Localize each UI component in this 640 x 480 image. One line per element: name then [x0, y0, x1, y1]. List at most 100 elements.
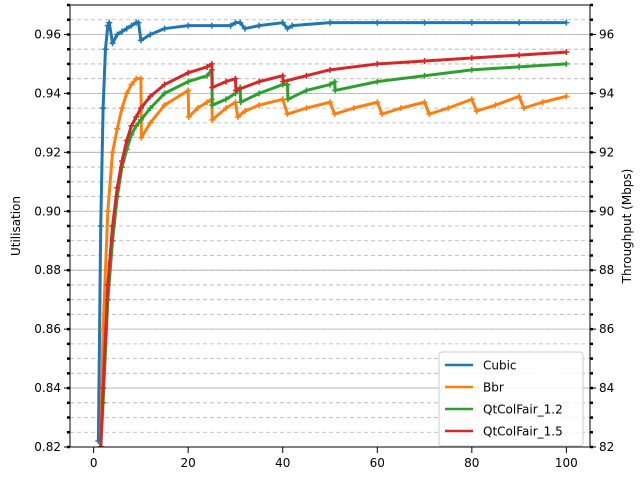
data-point-cubic [161, 25, 168, 32]
data-point-bbr [161, 102, 168, 109]
data-point-bbr [209, 116, 216, 123]
y-tick-label: 0.82 [34, 440, 61, 454]
data-point-bbr [563, 93, 570, 100]
data-point-qtcolfair-1-5 [232, 87, 239, 94]
data-point-bbr [232, 99, 239, 106]
y2-tick-label: 84 [599, 381, 614, 395]
data-point-qtcolfair-1-5 [97, 444, 104, 447]
data-point-cubic [256, 22, 263, 29]
legend-label-bbr: Bbr [483, 381, 504, 395]
series-qtcolfair-1-5 [97, 49, 570, 447]
axis-ticks: 0 20 40 60 80 100 0.82 0.84 0.86 0.88 0.90 0.92 0.94… [34, 3, 614, 470]
data-point-qtcolfair-1-2 [185, 78, 192, 85]
data-point-cubic [102, 46, 109, 53]
data-point-qtcolfair-1-2 [332, 87, 339, 94]
data-point-bbr [128, 81, 135, 88]
data-point-qtcolfair-1-5 [303, 72, 310, 79]
data-point-qtcolfair-1-5 [109, 223, 116, 229]
data-point-qtcolfair-1-5 [279, 72, 286, 79]
data-point-bbr [204, 99, 211, 106]
y2-tick-label: 86 [599, 322, 614, 336]
data-point-bbr [147, 119, 154, 126]
data-point-cubic [327, 19, 333, 26]
y-tick-label: 0.88 [34, 263, 61, 277]
data-point-bbr [137, 75, 144, 82]
data-point-bbr [194, 105, 201, 112]
data-point-bbr [331, 111, 338, 118]
data-point-cubic [100, 105, 107, 112]
data-point-cubic [114, 31, 121, 38]
data-point-bbr [516, 93, 523, 100]
data-point-qtcolfair-1-5 [209, 84, 216, 91]
series-cubic [95, 19, 570, 445]
data-point-qtcolfair-1-5 [204, 63, 211, 70]
data-point-qtcolfair-1-5 [100, 385, 107, 392]
data-point-cubic [563, 19, 570, 26]
y2-tick-label: 88 [599, 263, 614, 277]
data-point-cubic [289, 22, 296, 29]
data-point-qtcolfair-1-2 [147, 105, 154, 112]
data-point-qtcolfair-1-2 [374, 78, 381, 85]
data-point-qtcolfair-1-5 [468, 55, 475, 62]
data-point-bbr [119, 105, 125, 112]
data-point-bbr [185, 113, 192, 120]
data-point-qtcolfair-1-2 [563, 60, 570, 67]
data-point-qtcolfair-1-5 [185, 69, 192, 76]
data-point-cubic [241, 25, 248, 32]
y-tick-label: 0.96 [34, 27, 61, 41]
data-point-bbr [421, 99, 428, 106]
x-tick-label: 0 [90, 456, 98, 470]
data-point-bbr [374, 99, 381, 106]
data-point-bbr [138, 134, 145, 141]
data-point-qtcolfair-1-2 [303, 87, 310, 94]
data-point-qtcolfair-1-2 [331, 78, 338, 85]
data-point-qtcolfair-1-2 [421, 72, 428, 79]
data-point-qtcolfair-1-2 [161, 90, 168, 97]
data-point-bbr [123, 90, 130, 97]
data-point-qtcolfair-1-5 [119, 158, 125, 165]
data-point-cubic [227, 22, 234, 29]
data-point-cubic [468, 19, 475, 26]
data-point-cubic [516, 19, 523, 26]
data-point-qtcolfair-1-5 [104, 281, 111, 288]
data-point-qtcolfair-1-5 [161, 81, 168, 88]
data-point-bbr [520, 105, 527, 112]
data-point-qtcolfair-1-5 [563, 49, 570, 56]
x-tick-label: 80 [464, 456, 479, 470]
data-point-cubic [284, 25, 291, 32]
y2-tick-label: 82 [599, 440, 614, 454]
data-point-cubic [123, 25, 130, 32]
legend-label-qtcolfair-1-2: QtColFair_1.2 [483, 403, 563, 417]
data-point-qtcolfair-1-5 [128, 122, 135, 129]
data-point-cubic [208, 22, 215, 29]
data-point-bbr [539, 99, 546, 106]
y2-tick-label: 94 [599, 86, 614, 100]
data-point-qtcolfair-1-5 [147, 93, 154, 100]
data-point-bbr [109, 149, 116, 156]
data-point-bbr [223, 105, 229, 112]
data-point-bbr [327, 99, 333, 106]
data-point-qtcolfair-1-5 [374, 60, 381, 67]
y2-axis-label: Throughput (Mbps) [620, 169, 634, 285]
y-tick-label: 0.94 [34, 86, 61, 100]
data-point-cubic [237, 19, 244, 26]
data-point-qtcolfair-1-5 [421, 57, 428, 64]
data-point-qtcolfair-1-2 [468, 66, 475, 73]
grid-lines [70, 4, 590, 448]
data-point-bbr [284, 111, 291, 118]
data-point-bbr [492, 102, 499, 109]
data-point-bbr [426, 111, 433, 118]
plot-series [95, 19, 570, 447]
data-point-qtcolfair-1-5 [223, 78, 229, 85]
data-point-cubic [106, 19, 113, 26]
data-point-cubic [137, 37, 144, 44]
y-tick-label: 0.84 [34, 381, 61, 395]
data-point-qtcolfair-1-5 [280, 78, 287, 85]
data-point-qtcolfair-1-2 [256, 90, 263, 97]
data-point-qtcolfair-1-2 [284, 81, 291, 88]
data-point-bbr [473, 108, 480, 115]
legend-label-cubic: Cubic [483, 359, 517, 373]
data-point-bbr [350, 105, 357, 112]
legend-label-qtcolfair-1-5: QtColFair_1.5 [483, 425, 563, 439]
